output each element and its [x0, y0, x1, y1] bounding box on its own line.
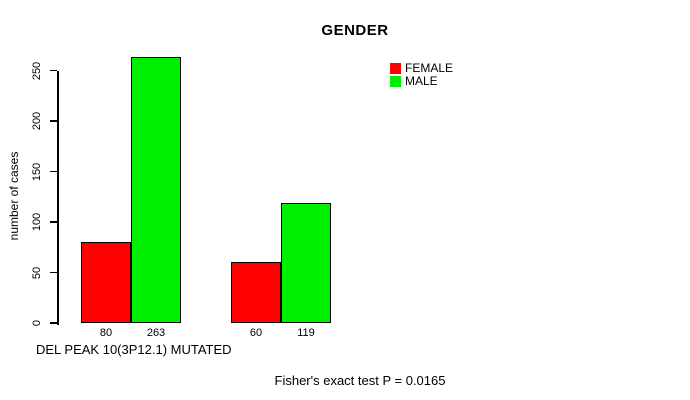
y-tick	[50, 69, 57, 72]
y-tick-label: 50	[31, 266, 43, 279]
legend: FEMALE MALE	[390, 61, 454, 89]
bar-female-group2	[231, 262, 281, 323]
y-tick	[50, 170, 57, 173]
y-tick-label: 200	[31, 111, 43, 131]
y-tick-label: 150	[31, 162, 43, 181]
chart-title: GENDER	[321, 22, 389, 39]
bar-value-label: 119	[297, 327, 315, 339]
y-axis-line	[57, 70, 59, 325]
y-tick-label: 100	[31, 212, 43, 232]
legend-item-male: MALE	[390, 74, 453, 88]
legend-label: MALE	[405, 74, 438, 88]
y-tick-label: 0	[31, 319, 43, 327]
legend-swatch-male	[390, 76, 401, 87]
y-tick	[50, 221, 57, 223]
y-tick	[50, 271, 57, 274]
stat-annotation: Fisher's exact test P = 0.0165	[274, 373, 446, 388]
bar-value-label: 263	[146, 327, 166, 339]
y-tick	[50, 322, 57, 324]
legend-swatch-female	[390, 63, 401, 74]
bar-male-group1	[131, 57, 181, 323]
bar-value-label: 60	[249, 327, 263, 339]
y-tick	[50, 120, 57, 122]
legend-label: FEMALE	[405, 61, 454, 75]
x-axis-label: DEL PEAK 10(3P12.1) MUTATED	[36, 342, 232, 357]
bar-value-label: 80	[99, 327, 113, 339]
legend-item-female: FEMALE	[390, 61, 454, 75]
y-tick-label: 250	[31, 61, 43, 80]
bar-male-group2	[281, 202, 331, 323]
bar-female-group1	[81, 242, 131, 323]
